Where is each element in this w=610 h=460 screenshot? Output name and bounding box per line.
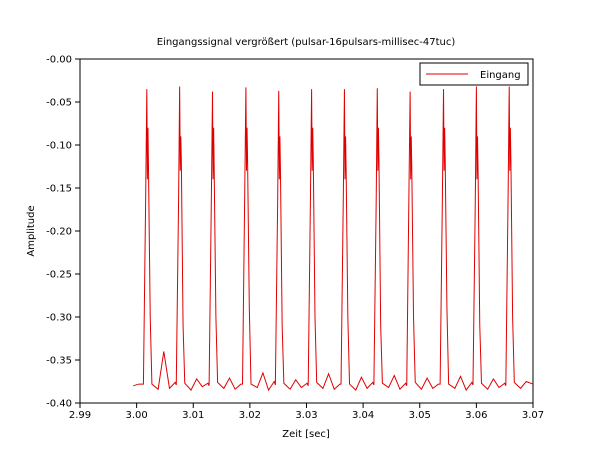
y-tick-label: -0.05 bbox=[46, 98, 72, 109]
y-tick-label: -0.15 bbox=[46, 184, 72, 195]
legend-label: Eingang bbox=[480, 70, 521, 81]
y-axis-label: Amplitude bbox=[26, 205, 37, 256]
x-tick-label: 3.00 bbox=[125, 410, 147, 421]
y-tick-label: -0.35 bbox=[46, 356, 72, 367]
x-tick-label: 3.01 bbox=[182, 410, 204, 421]
legend-box bbox=[419, 62, 529, 86]
x-tick-label: 3.05 bbox=[409, 410, 431, 421]
y-tick-label: -0.30 bbox=[46, 313, 72, 324]
x-tick-label: 3.06 bbox=[465, 410, 487, 421]
x-tick-label: 2.99 bbox=[69, 410, 91, 421]
y-tick-label: -0.40 bbox=[46, 399, 72, 410]
y-tick-label: -0.10 bbox=[46, 141, 72, 152]
x-tick-label: 3.03 bbox=[295, 410, 317, 421]
x-axis-label: Zeit [sec] bbox=[282, 429, 330, 440]
y-tick-label: -0.20 bbox=[46, 227, 72, 238]
x-tick-label: 3.07 bbox=[522, 410, 544, 421]
plot-frame bbox=[79, 58, 534, 404]
x-tick-label: 3.04 bbox=[352, 410, 374, 421]
y-tick-label: -0.00 bbox=[46, 55, 72, 66]
x-tick-label: 3.02 bbox=[239, 410, 261, 421]
chart-title: Eingangssignal vergrößert (pulsar-16puls… bbox=[157, 37, 456, 48]
y-tick-label: -0.25 bbox=[46, 270, 72, 281]
series-line bbox=[133, 86, 534, 392]
